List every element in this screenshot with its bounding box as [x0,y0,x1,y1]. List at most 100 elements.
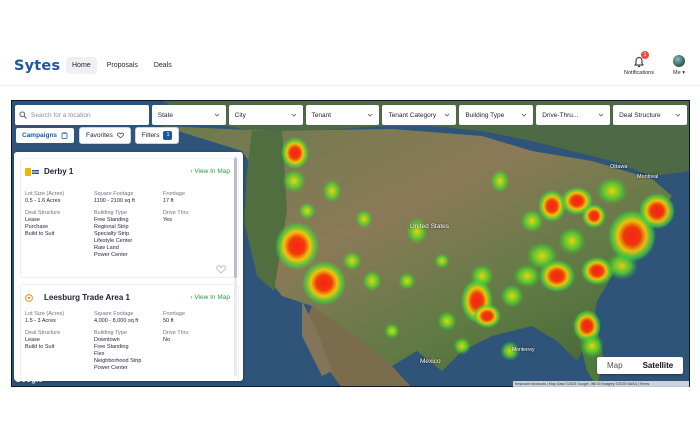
map-type-satellite-button[interactable]: Satellite [642,361,674,370]
view-in-map-link[interactable]: › View In Map [190,168,230,175]
sqft-value: 1100 - 2100 sq ft [94,198,135,204]
listing-card[interactable]: Derby 1 › View In Map Lot Size (Acres) 0… [20,158,239,278]
card-title: Derby 1 [44,167,74,176]
building-type-value: Free Standing [94,344,129,350]
deal-structure-label: Deal Structure [25,210,61,216]
building-type-label: Building Type [465,111,505,119]
state-label: State [157,111,173,119]
listing-panel[interactable]: Derby 1 › View In Map Lot Size (Acres) 0… [14,152,243,381]
chevron-down-icon [368,113,373,117]
brand-logo-icon [25,167,39,176]
drive-thru-label: Drive-Thru... [542,111,579,119]
deal-structure-label: Deal Structure [619,111,661,119]
me-label: Me [673,70,681,76]
building-type-label: Building Type [94,330,127,336]
map-label-ottawa: Ottawa [610,164,628,170]
building-type-dropdown[interactable]: Building Type [459,105,534,125]
notification-count-badge: 1 [641,51,649,59]
frontage-label: Frontage [163,191,186,197]
search-box[interactable] [15,105,149,125]
drive-thru-value: Yes [163,217,172,223]
filter-bar: State City Tenant Tenant Category Buildi… [15,105,687,125]
logo[interactable]: Sytes [14,58,61,74]
favorites-label: Favorites [86,132,113,139]
nav-deals[interactable]: Deals [153,62,172,69]
map-label-monterrey: Monterrey [512,347,535,353]
frontage-label: Frontage [163,311,186,317]
deal-structure-value: Lease [25,337,40,343]
deal-structure-value: Build to Suit [25,231,55,237]
building-type-value: Regional Strip [94,224,129,230]
campaigns-button[interactable]: Campaigns [15,127,76,144]
building-type-value: Neighborhood Strip [94,358,142,364]
map-type-toggle: Map Satellite [597,357,684,374]
deal-structure-dropdown[interactable]: Deal Structure [613,105,687,125]
city-dropdown[interactable]: City [228,105,303,125]
map-attribution[interactable]: Keyboard shortcuts | Map Data ©2025 Goog… [513,381,689,387]
sqft-label: Square Footage [94,191,134,197]
view-in-map-link[interactable]: › View In Map [190,294,230,301]
sqft-label: Square Footage [94,311,134,317]
avatar [673,55,685,67]
search-icon [19,111,27,119]
building-type-label: Building Type [94,210,127,216]
heart-icon [116,132,124,139]
tenant-category-dropdown[interactable]: Tenant Category [382,105,457,125]
chevron-down-icon [291,113,296,117]
building-type-value: Downtown [94,337,120,343]
map-label-mexico: Mexico [420,358,441,365]
building-type-value: Power Center [94,365,128,371]
tenant-label: Tenant [311,111,332,119]
chevron-down-icon [445,113,450,117]
favorite-heart-icon[interactable] [216,265,226,274]
state-dropdown[interactable]: State [151,105,226,125]
card-title: Leesburg Trade Area 1 [44,293,130,302]
lot-size-label: Lot Size (Acres) [25,311,65,317]
chevron-down-icon [598,113,604,117]
building-type-value: Specialty Strip [94,231,130,237]
building-type-value: Flex [94,351,105,357]
nav-home[interactable]: Home [66,57,97,74]
notifications-label: Notifications [624,70,654,76]
main-nav: Home Proposals Deals [66,57,178,74]
city-label: City [234,111,246,119]
lot-size-value: 1.5 - 3 Acres [25,318,56,324]
map-type-map-button[interactable]: Map [607,361,623,370]
chevron-down-icon [521,113,527,117]
tenant-dropdown[interactable]: Tenant [305,105,380,125]
building-type-value: Raw Land [94,245,119,251]
top-header: Sytes Home Proposals Deals 1 Notificatio… [0,50,700,86]
bell-icon: 1 [633,51,649,68]
tenant-category-label: Tenant Category [388,111,437,119]
favorites-button[interactable]: Favorites [79,127,131,144]
drive-thru-value: No [163,337,171,343]
lot-size-label: Lot Size (Acres) [25,191,65,197]
search-input[interactable] [31,111,141,119]
filters-button[interactable]: Filters 1 [134,127,180,144]
deal-structure-value: Build to Suit [25,344,55,350]
panel-scrollbar-thumb[interactable] [234,158,237,278]
map-label-montreal: Montreal [637,174,659,180]
deal-structure-value: Lease [25,217,40,223]
clipboard-icon [61,132,68,139]
frontage-value: 50 ft [163,318,174,324]
deal-structure-value: Purchase [25,224,49,230]
google-logo: Google [15,375,43,384]
listing-card[interactable]: Leesburg Trade Area 1 › View In Map Lot … [20,284,239,381]
brand-logo-icon [25,293,33,302]
filters-count-badge: 1 [163,131,173,140]
chip-row: Campaigns Favorites Filters 1 [15,127,180,144]
notifications-button[interactable]: 1 Notifications [619,51,659,76]
drive-thru-label: Drive Thru [163,330,189,336]
profile-menu[interactable]: Me ▾ [668,55,690,76]
filters-label: Filters [141,132,160,139]
nav-proposals[interactable]: Proposals [106,62,138,69]
building-type-value: Free Standing [94,217,129,223]
lot-size-value: 0.5 - 1.6 Acres [25,198,61,204]
drive-thru-dropdown[interactable]: Drive-Thru... [536,105,611,125]
frontage-value: 17 ft [163,198,174,204]
sqft-value: 4,000 - 8,000 sq ft [94,318,139,324]
chevron-down-icon [214,113,219,117]
chevron-down-icon [675,113,681,117]
